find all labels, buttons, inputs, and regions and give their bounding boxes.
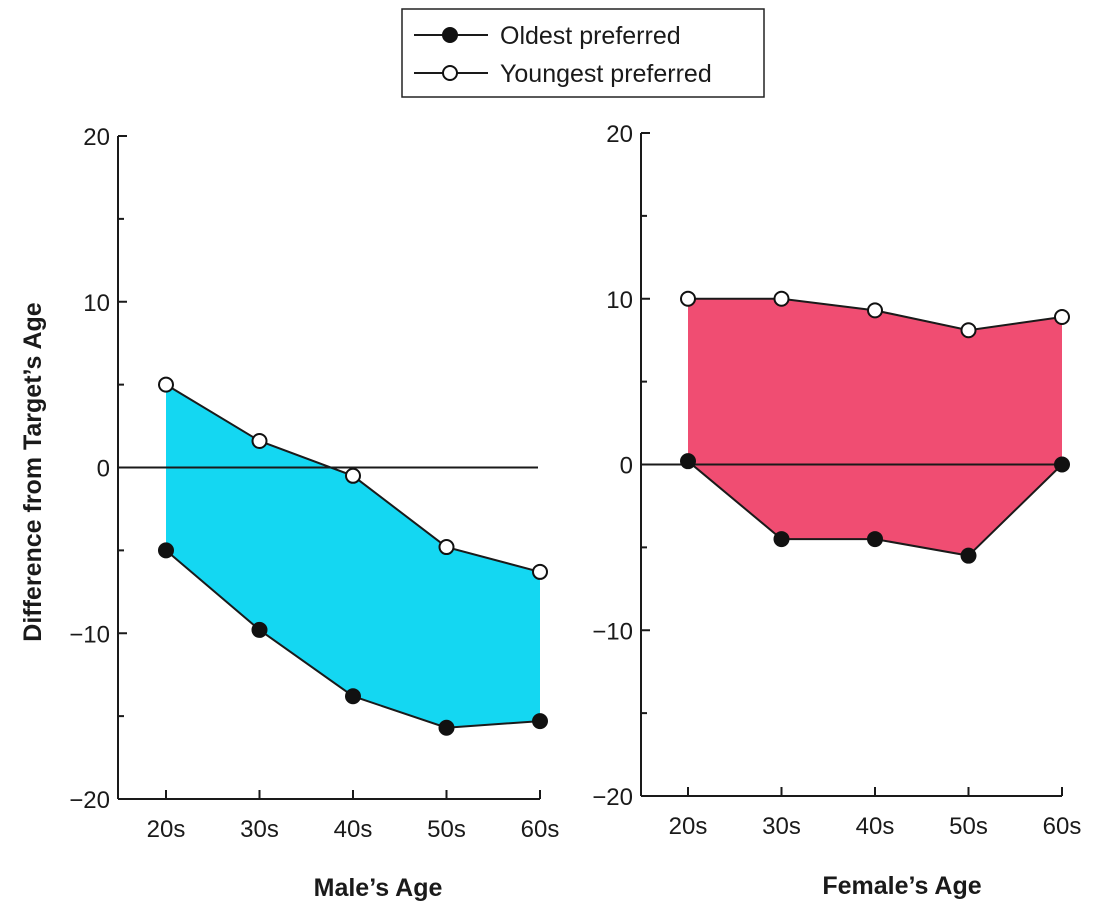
female-oldest-point	[773, 531, 790, 548]
legend-marker-oldest	[442, 27, 458, 43]
panel-female: 20 10 0 −10 −20 20s 30s 40s 50s 60s Female’s Age	[592, 121, 1081, 900]
male-range-fill	[166, 384, 540, 728]
female-youngest-point	[1054, 308, 1070, 325]
female-y-tick-label: 10	[606, 287, 633, 314]
female-y-tick-label: −20	[592, 784, 633, 811]
male-youngest-point	[158, 376, 174, 393]
female-oldest-point	[867, 531, 883, 548]
male-youngest-point	[532, 563, 548, 580]
female-youngest-point	[960, 322, 977, 339]
female-youngest-point	[680, 290, 696, 307]
female-y-tick-label: 0	[620, 453, 633, 480]
female-x-tick-label: 30s	[762, 813, 801, 840]
legend-label-oldest: Oldest preferred	[500, 22, 681, 50]
male-label-layer: 20 10 0 −10 −20 20s 30s 40s 50s 60s	[69, 124, 559, 843]
male-x-axis-title: Male’s Age	[314, 874, 443, 902]
legend-box	[401, 8, 765, 98]
male-area-layer	[166, 384, 540, 728]
male-y-tick-label: 10	[83, 290, 110, 317]
male-x-tick-label: 20s	[147, 816, 186, 843]
legend-label-youngest: Youngest preferred	[500, 60, 712, 88]
female-y-tick-label: 20	[606, 121, 633, 148]
male-oldest-point	[438, 719, 455, 736]
male-y-tick-label: −20	[69, 787, 110, 814]
female-label-layer: 20 10 0 −10 −20 20s 30s 40s 50s 60s	[592, 121, 1081, 840]
male-x-tick-label: 50s	[427, 816, 466, 843]
male-oldest-point	[345, 688, 361, 705]
female-oldest-point	[960, 547, 977, 564]
male-y-tick-label: 0	[97, 456, 110, 483]
female-oldest-point	[680, 453, 696, 470]
male-y-tick-label: −10	[69, 621, 110, 648]
female-x-tick-label: 50s	[949, 813, 988, 840]
female-x-tick-label: 40s	[856, 813, 895, 840]
male-marker-layer	[158, 376, 548, 736]
female-area-layer	[688, 298, 1062, 556]
female-x-tick-label: 60s	[1043, 813, 1082, 840]
male-youngest-point	[438, 539, 455, 556]
legend-marker-youngest	[442, 65, 458, 81]
female-oldest-point	[1054, 456, 1070, 473]
legend-entry-youngest: Youngest preferred	[414, 60, 712, 88]
male-oldest-point	[251, 621, 268, 638]
male-youngest-point	[345, 467, 361, 484]
legend-entry-oldest: Oldest preferred	[414, 22, 681, 50]
male-y-axis-title: Difference from Target’s Age	[19, 302, 47, 642]
legend: Oldest preferred Youngest preferred	[401, 8, 765, 98]
female-range-fill	[688, 298, 1062, 556]
female-marker-layer	[680, 290, 1070, 564]
female-x-axis-title: Female’s Age	[822, 872, 981, 900]
male-oldest-point	[158, 542, 174, 559]
male-youngest-point	[251, 432, 268, 449]
female-youngest-point	[867, 302, 883, 319]
male-y-tick-label: 20	[83, 124, 110, 151]
female-axis-layer	[640, 132, 1068, 797]
male-x-tick-label: 60s	[521, 816, 560, 843]
female-youngest-point	[773, 290, 790, 307]
male-x-tick-label: 30s	[240, 816, 279, 843]
male-x-tick-label: 40s	[334, 816, 373, 843]
panel-male: 20 10 0 −10 −20 20s 30s 40s 50s 60s Male’s Age Di…	[19, 124, 559, 902]
female-x-tick-label: 20s	[669, 813, 708, 840]
male-oldest-point	[532, 713, 548, 730]
female-y-tick-label: −10	[592, 618, 633, 645]
